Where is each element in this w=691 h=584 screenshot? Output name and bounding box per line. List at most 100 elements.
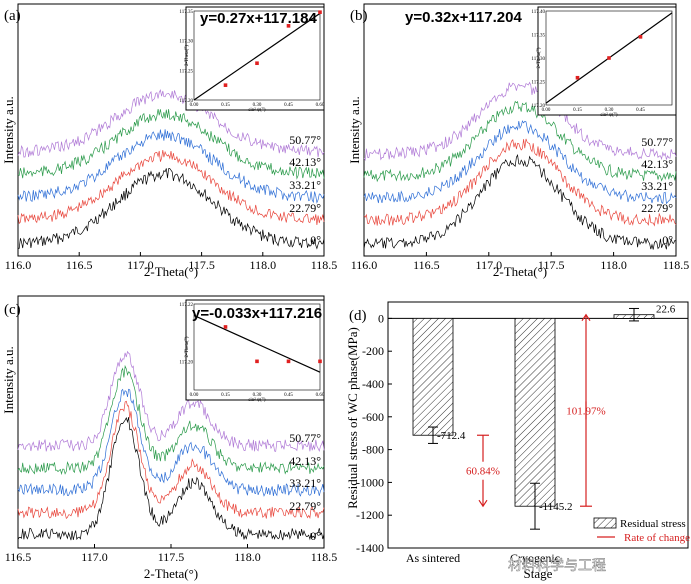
- bar: [514, 317, 556, 507]
- x-tick-label: 117.0: [476, 258, 503, 272]
- inset-x-tick: 0.45: [284, 393, 293, 398]
- inset-x-tick: 0.00: [190, 393, 199, 398]
- panel-d-ylabel: Residual stress of WC phase(MPa): [345, 327, 360, 509]
- angle-label: 33.21°: [289, 476, 321, 490]
- x-tick-label: 118.5: [663, 258, 690, 272]
- inset-data-point: [286, 359, 291, 364]
- series-line: [17, 350, 325, 453]
- series-line: [17, 416, 325, 541]
- legend-bar-swatch: [593, 517, 617, 529]
- angle-label: 22.79°: [641, 201, 673, 215]
- watermark-text: 材料科学与工程: [508, 558, 606, 574]
- inset-y-tick: 117.22: [179, 303, 193, 308]
- inset-y-tick: 117.30: [179, 40, 193, 45]
- inset-fit-line: [193, 12, 321, 101]
- angle-label: 0°: [310, 233, 321, 247]
- series-line: [17, 89, 325, 158]
- panel-c-label: (c): [4, 302, 21, 318]
- inset-x-tick: 0.15: [221, 393, 230, 398]
- panel-b-xlabel: 2-Theta(°): [493, 264, 547, 279]
- series-line: [17, 129, 325, 204]
- inset-x-tick: 0.15: [573, 108, 582, 113]
- angle-label: 42.13°: [641, 157, 673, 171]
- angle-label: 42.13°: [289, 155, 321, 169]
- panel-c-ylabel: Intensity a.u.: [1, 346, 16, 414]
- panel-d-legend: Residual stress Rate of change: [593, 517, 690, 544]
- angle-label: 33.21°: [289, 178, 321, 192]
- inset-x-tick: 0.60: [316, 393, 325, 398]
- panel-a-x-axis: 116.0 116.5 117.0 117.5 118.0 118.5: [5, 252, 338, 272]
- angle-label: 0°: [310, 529, 321, 543]
- panel-b-label: (b): [350, 8, 368, 24]
- x-tick-label: 118.0: [600, 258, 627, 272]
- series-line: [17, 109, 325, 180]
- panel-d-bars: -712.4 As sintered -1145.2 Cryogenic 22.6: [406, 304, 676, 565]
- series-line: [17, 150, 325, 226]
- angle-label: 0°: [662, 233, 673, 247]
- bar-value-label: -1145.2: [539, 501, 573, 513]
- series-line: [363, 154, 677, 250]
- bar-value-label: 22.6: [656, 304, 676, 316]
- inset-data-point: [575, 75, 580, 80]
- panel-d-label: (d): [349, 308, 367, 324]
- inset-y-tick: 117.20: [179, 360, 193, 365]
- inset-data-point: [223, 83, 228, 87]
- inset-plot-area: [193, 303, 321, 391]
- panel-c: (c) 116.5 117.0 117.5 118.0 118.5 2-Theta(°)…: [1, 295, 337, 581]
- angle-label: 22.79°: [289, 499, 321, 513]
- inset-x-tick: 0.15: [221, 103, 230, 108]
- y-tick-label: -1400: [356, 541, 384, 555]
- panel-d-xlabel: Stage: [524, 566, 553, 581]
- angle-label: 50.77°: [289, 133, 321, 147]
- inset-xlabel: sin² ψ(°): [600, 112, 617, 118]
- inset-data-point: [255, 359, 259, 364]
- inset-xlabel: sin² ψ(°): [248, 397, 265, 403]
- inset-x-tick: 0.30: [253, 103, 262, 108]
- panel-c-inset-frame: [185, 299, 325, 401]
- inset-ylabel: 2-Theta(°): [185, 336, 190, 357]
- inset-y-tick: 117.35: [179, 10, 193, 15]
- bar-value-label: -712.4: [437, 430, 466, 442]
- x-tick-label: 117.0: [127, 258, 154, 272]
- x-tick-label: 118.5: [311, 258, 338, 272]
- inset-ylabel: 2-Theta(°): [185, 45, 190, 66]
- panel-c-inset: y=-0.033x+117.216 0.00 0.15 0.30 0.45 0.60 11…: [179, 299, 325, 403]
- inset-x-tick: 0.00: [542, 108, 551, 113]
- inset-data-point: [318, 10, 322, 14]
- y-tick-label: -600: [362, 410, 384, 424]
- series-line: [363, 120, 677, 205]
- x-tick-label: 116.5: [66, 258, 93, 272]
- panel-c-equation: y=-0.033x+117.216: [192, 305, 322, 322]
- series-line: [17, 168, 325, 250]
- bar: [412, 317, 454, 436]
- panel-a-ylabel: Intensity a.u.: [1, 96, 16, 164]
- inset-x-tick: 0.45: [636, 108, 645, 113]
- angle-label: 50.77°: [289, 431, 321, 445]
- panel-a-xlabel: 2-Theta(°): [144, 264, 198, 279]
- inset-x-tick: 0.00: [190, 103, 199, 108]
- y-tick-label: -1200: [356, 508, 384, 522]
- inset-data-point: [607, 56, 611, 60]
- panel-b: (b) 116.0 116.5 117.0 117.5 118.0 118.5 2-The…: [347, 3, 690, 279]
- panel-a: (a) 116.0 116.5 117.0 117.5 118.0 118.5 2-The…: [1, 3, 338, 279]
- inset-data-point: [318, 359, 322, 364]
- category-label: As sintered: [406, 551, 460, 565]
- inset-y-tick: 117.25: [531, 81, 545, 86]
- x-tick-label: 116.0: [5, 258, 32, 272]
- inset-plot-area: [193, 10, 321, 101]
- panel-c-curves: [17, 350, 325, 541]
- panel-c-angle-labels: 0° 22.79° 33.21° 42.13° 50.77°: [289, 431, 321, 543]
- panel-c-xlabel: 2-Theta(°): [144, 566, 198, 581]
- inset-data-point: [223, 325, 228, 329]
- panel-b-frame: [363, 3, 677, 257]
- panel-b-inset: y=0.32x+117.204 0.00 0.15 0.30 0.45 117.20 11…: [405, 6, 677, 118]
- panel-a-curves: [17, 89, 325, 250]
- x-tick-label: 118.0: [234, 550, 261, 564]
- legend-residual-stress: Residual stress: [620, 518, 686, 530]
- angle-label: 42.13°: [289, 454, 321, 468]
- rate-arrowhead: [581, 313, 591, 322]
- series-line: [363, 100, 677, 183]
- x-tick-label: 117.5: [158, 550, 185, 564]
- panel-c-x-axis: 116.5 117.0 117.5 118.0 118.5: [5, 544, 337, 564]
